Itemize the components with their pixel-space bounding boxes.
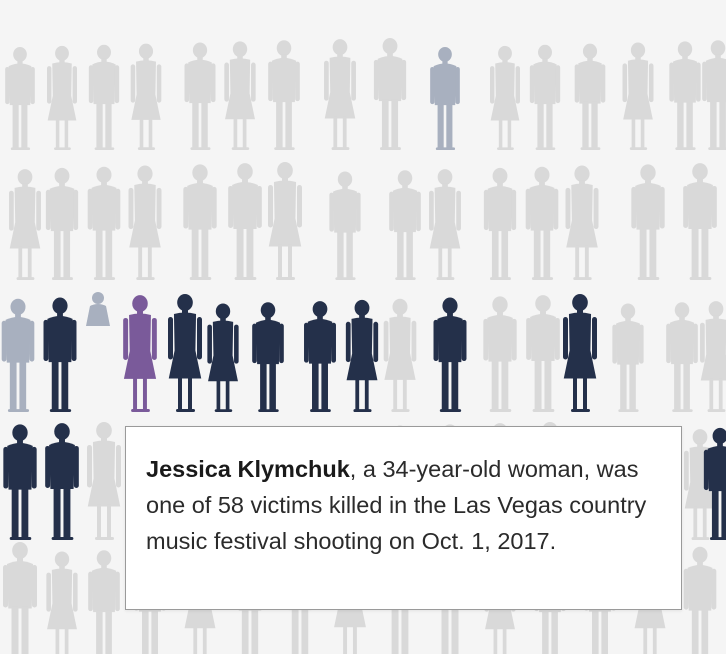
crowd-figure	[183, 164, 217, 280]
crowd-figure	[128, 165, 162, 280]
crowd-figure	[3, 542, 37, 654]
victim-figure[interactable]	[252, 302, 284, 412]
crowd-figure	[631, 164, 665, 280]
crowd-figure	[702, 40, 726, 150]
crowd-figure	[88, 44, 120, 150]
crowd-figure	[224, 41, 256, 150]
crowd-figure	[574, 43, 606, 150]
crowd-figure	[483, 167, 517, 280]
crowd-figure	[612, 303, 644, 412]
crowd-figure	[700, 301, 726, 412]
victim-description: , a 34-year-old woman, was one of 58 vic…	[146, 456, 647, 554]
crowd-figure	[526, 295, 560, 412]
victim-figure[interactable]	[43, 297, 77, 412]
victim-figure[interactable]	[433, 297, 467, 412]
crowd-figure	[184, 42, 216, 150]
crowd-figure	[622, 42, 654, 150]
crowd-figure	[5, 46, 35, 150]
crowd-figure	[525, 166, 559, 280]
victim-tooltip: Jessica Klymchuk, a 34-year-old woman, w…	[125, 426, 682, 610]
victim-figure[interactable]	[3, 424, 37, 540]
selected-victim-figure[interactable]	[123, 295, 157, 412]
crowd-figure	[46, 551, 78, 654]
crowd-figure	[383, 298, 417, 412]
crowd-figure	[46, 45, 78, 150]
crowd-figure	[373, 38, 407, 150]
crowd-figure	[565, 165, 599, 280]
crowd-figure	[666, 302, 698, 412]
crowd-figure	[389, 170, 421, 280]
crowd-figure	[87, 422, 121, 540]
crowd-figure	[268, 162, 302, 280]
crowd-figure	[88, 550, 120, 654]
crowd-figure	[529, 44, 561, 150]
victim-figure[interactable]	[304, 301, 336, 412]
crowd-figure	[45, 167, 79, 280]
crowd-figure	[329, 171, 361, 280]
highlighted-figure[interactable]	[86, 292, 110, 326]
highlighted-figure[interactable]	[1, 298, 35, 412]
crowd-figure	[268, 40, 300, 150]
crowd-figure	[683, 546, 717, 654]
victim-figure[interactable]	[703, 427, 726, 540]
crowd-figure	[87, 166, 121, 280]
crowd-figure	[324, 39, 356, 150]
crowd-figure	[228, 163, 262, 280]
crowd-figure	[669, 41, 701, 150]
victim-name: Jessica Klymchuk	[146, 456, 350, 482]
crowd-figure	[429, 169, 461, 280]
crowd-figure	[683, 163, 717, 280]
highlighted-figure[interactable]	[430, 46, 460, 150]
victim-figure[interactable]	[207, 303, 239, 412]
crowd-figure	[130, 43, 162, 150]
victim-figure[interactable]	[168, 294, 202, 412]
crowd-figure	[483, 296, 517, 412]
crowd-figure	[489, 45, 521, 150]
victim-figure[interactable]	[45, 423, 79, 540]
crowd-figure	[9, 169, 41, 280]
victim-figure[interactable]	[563, 294, 597, 412]
victim-figure[interactable]	[345, 299, 379, 412]
